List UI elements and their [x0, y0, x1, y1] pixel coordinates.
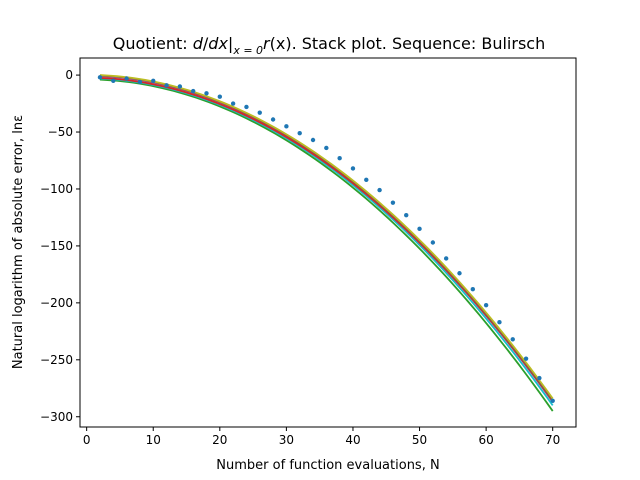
y-tick-label: −300: [40, 410, 73, 424]
data-point: [217, 94, 223, 99]
data-point: [97, 75, 103, 80]
y-tick-label: −100: [40, 182, 73, 196]
data-point: [137, 79, 143, 85]
data-point: [550, 398, 555, 404]
y-tick-label: 0: [65, 68, 73, 82]
data-point: [443, 256, 449, 261]
data-point: [257, 110, 262, 115]
data-point: [523, 356, 529, 361]
x-tick-label: 30: [279, 433, 294, 447]
x-tick-label: 0: [83, 433, 91, 447]
data-point: [177, 84, 183, 89]
chart-title: Quotient: d/dx|x = 0r(x). Stack plot. Se…: [113, 34, 545, 57]
x-tick-label: 60: [478, 433, 493, 447]
data-point: [324, 145, 329, 151]
plot-area: [80, 58, 576, 427]
data-point: [417, 226, 422, 232]
x-axis-label: Number of function evaluations, N: [216, 458, 439, 473]
data-point: [430, 240, 436, 245]
data-point: [337, 156, 342, 161]
plot-frame: [79, 57, 577, 428]
data-point: [537, 375, 542, 381]
data-point: [377, 187, 382, 193]
series-line-1: [99, 78, 554, 412]
data-point: [470, 286, 476, 292]
data-point: [404, 212, 409, 218]
data-point: [497, 320, 502, 325]
data-point: [204, 91, 209, 96]
data-point: [350, 166, 356, 171]
data-point: [457, 271, 462, 276]
x-tick-label: 70: [545, 433, 560, 447]
data-point: [244, 104, 249, 110]
data-point: [270, 117, 276, 122]
data-point: [284, 124, 289, 129]
data-point: [164, 83, 169, 88]
data-point: [310, 137, 316, 143]
data-point: [190, 88, 196, 94]
y-tick-label: −200: [40, 296, 73, 310]
data-point: [390, 200, 396, 205]
data-point: [510, 337, 515, 342]
data-point: [483, 302, 489, 308]
x-tick-label: 50: [412, 433, 427, 447]
x-tick-label: 40: [345, 433, 360, 447]
data-point: [111, 78, 116, 83]
data-point: [364, 177, 369, 183]
data-point: [297, 130, 302, 136]
data-point: [230, 101, 236, 106]
x-tick-label: 20: [212, 433, 227, 447]
series-line-6: [99, 74, 554, 400]
y-tick-label: −50: [48, 125, 73, 139]
y-tick-label: −250: [40, 353, 73, 367]
data-point: [151, 78, 156, 83]
data-point: [124, 76, 129, 81]
x-tick-label: 10: [146, 433, 161, 447]
y-axis-label: Natural logarithm of absolute error, lnε: [11, 115, 26, 369]
y-tick-label: −150: [40, 239, 73, 253]
